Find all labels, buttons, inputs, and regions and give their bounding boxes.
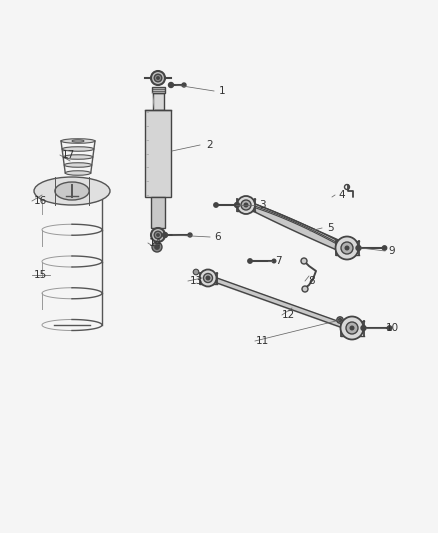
Circle shape	[155, 245, 159, 249]
Circle shape	[345, 246, 349, 250]
Text: 11: 11	[255, 336, 268, 346]
Circle shape	[152, 242, 162, 252]
Text: 1: 1	[219, 86, 225, 96]
Text: 14: 14	[148, 238, 162, 248]
Circle shape	[154, 74, 162, 82]
Polygon shape	[145, 110, 171, 197]
Text: 4: 4	[339, 190, 345, 200]
Circle shape	[241, 200, 251, 210]
Circle shape	[337, 317, 343, 323]
Ellipse shape	[55, 182, 89, 200]
Circle shape	[169, 83, 173, 87]
Ellipse shape	[62, 147, 94, 151]
Text: 13: 13	[189, 276, 203, 286]
Text: 17: 17	[61, 150, 74, 160]
Ellipse shape	[65, 171, 91, 175]
Ellipse shape	[64, 163, 92, 167]
Circle shape	[204, 273, 212, 282]
Circle shape	[339, 319, 341, 321]
Polygon shape	[152, 93, 163, 110]
Circle shape	[301, 258, 307, 264]
Circle shape	[157, 77, 159, 79]
Text: 3: 3	[259, 200, 265, 210]
Circle shape	[361, 326, 366, 330]
Circle shape	[154, 231, 162, 239]
Circle shape	[350, 326, 354, 330]
Circle shape	[188, 233, 192, 237]
Text: 9: 9	[389, 246, 396, 256]
Text: 16: 16	[33, 196, 46, 206]
Circle shape	[193, 269, 199, 275]
Circle shape	[237, 196, 255, 214]
Circle shape	[151, 228, 165, 242]
Circle shape	[346, 322, 358, 334]
Circle shape	[182, 83, 186, 87]
FancyBboxPatch shape	[152, 87, 165, 93]
Polygon shape	[151, 197, 165, 228]
Circle shape	[341, 242, 353, 254]
Circle shape	[244, 203, 248, 207]
Ellipse shape	[61, 139, 95, 143]
Ellipse shape	[34, 177, 110, 205]
Circle shape	[206, 276, 210, 280]
Circle shape	[302, 286, 308, 292]
Text: 7: 7	[275, 256, 281, 266]
Ellipse shape	[72, 140, 84, 142]
Circle shape	[272, 259, 276, 263]
Circle shape	[214, 203, 218, 207]
Circle shape	[157, 234, 159, 236]
Circle shape	[151, 71, 165, 85]
Circle shape	[387, 326, 392, 330]
Text: 15: 15	[33, 270, 46, 280]
Circle shape	[248, 259, 252, 263]
Text: 12: 12	[281, 310, 295, 320]
Circle shape	[336, 237, 358, 260]
Circle shape	[340, 317, 364, 340]
Text: 2: 2	[207, 140, 213, 150]
Circle shape	[382, 246, 387, 250]
Circle shape	[162, 232, 167, 238]
Circle shape	[234, 203, 240, 207]
Text: 8: 8	[309, 276, 315, 286]
Text: 5: 5	[327, 223, 333, 233]
Ellipse shape	[63, 155, 93, 159]
Text: 10: 10	[385, 323, 399, 333]
Circle shape	[356, 246, 361, 251]
Text: 6: 6	[215, 232, 221, 242]
Circle shape	[199, 270, 216, 287]
